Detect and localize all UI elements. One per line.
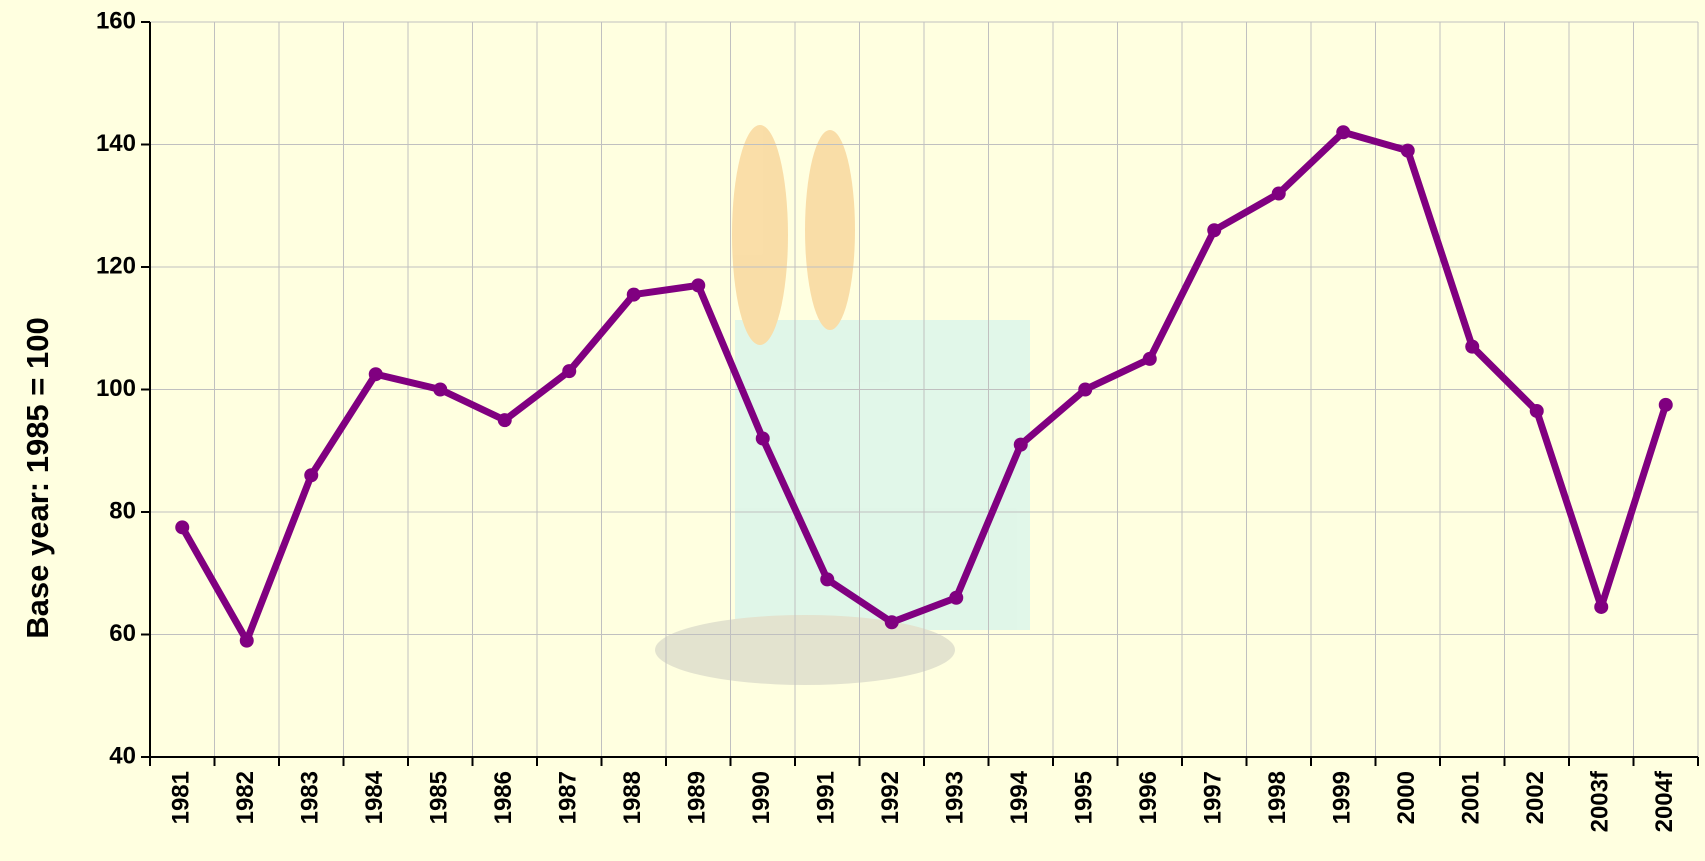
- y-tick-label: 80: [109, 497, 136, 524]
- line: [179, 128, 1670, 645]
- point: [1013, 437, 1028, 452]
- x-tick-label: 2000: [1393, 771, 1420, 824]
- point: [433, 382, 448, 397]
- point: [1400, 143, 1415, 158]
- x-tick-label: 1985: [426, 771, 453, 824]
- x-tick-label: 1994: [1006, 770, 1033, 824]
- y-tick-label: 160: [96, 7, 136, 34]
- point: [691, 278, 706, 293]
- point: [562, 364, 577, 379]
- point: [1271, 186, 1286, 201]
- x-tick-label: 1992: [877, 771, 904, 824]
- x-tick-label: 1987: [555, 771, 582, 824]
- point: [1142, 351, 1157, 366]
- y-tick-label: 140: [96, 130, 136, 157]
- point: [1529, 403, 1544, 418]
- point: [368, 367, 383, 382]
- point: [884, 615, 899, 630]
- x-tick-label: 1993: [942, 771, 969, 824]
- point: [239, 633, 254, 648]
- x-tick-label: 1989: [684, 771, 711, 824]
- x-tick-label: 2001: [1458, 771, 1485, 824]
- y-axis-label: Base year: 1985 = 100: [20, 317, 55, 638]
- x-tick-label: 2004f: [1651, 770, 1678, 832]
- point: [497, 413, 512, 428]
- x-tick-label: 2003f: [1587, 770, 1614, 832]
- x-tick-label: 1997: [1200, 771, 1227, 824]
- x-tick-label: 2002: [1522, 771, 1549, 824]
- point: [304, 468, 319, 483]
- x-tick-label: 1999: [1329, 771, 1356, 824]
- point: [1594, 599, 1609, 614]
- point: [626, 287, 641, 302]
- x-tick-label: 1990: [748, 771, 775, 824]
- y-tick-label: 100: [96, 375, 136, 402]
- point: [1078, 382, 1093, 397]
- y-tick-label: 40: [109, 742, 136, 769]
- point: [1465, 339, 1480, 354]
- point: [1207, 223, 1222, 238]
- x-tick-label: 1986: [490, 771, 517, 824]
- point: [1336, 125, 1351, 140]
- point: [755, 431, 770, 446]
- point: [949, 590, 964, 605]
- x-tick-label: 1981: [168, 771, 195, 824]
- x-tick-label: 1995: [1071, 771, 1098, 824]
- x-tick-label: 1996: [1135, 771, 1162, 824]
- x-tick-label: 1983: [297, 771, 324, 824]
- x-tick-label: 1982: [232, 771, 259, 824]
- x-tick-label: 1998: [1264, 771, 1291, 824]
- x-tick-label: 1988: [619, 771, 646, 824]
- point: [175, 520, 190, 535]
- point: [1658, 397, 1673, 412]
- x-tick-label: 1991: [813, 771, 840, 824]
- point: [820, 572, 835, 587]
- x-tick-label: 1984: [361, 770, 388, 824]
- y-tick-label: 120: [96, 252, 136, 279]
- y-tick-label: 60: [109, 620, 136, 647]
